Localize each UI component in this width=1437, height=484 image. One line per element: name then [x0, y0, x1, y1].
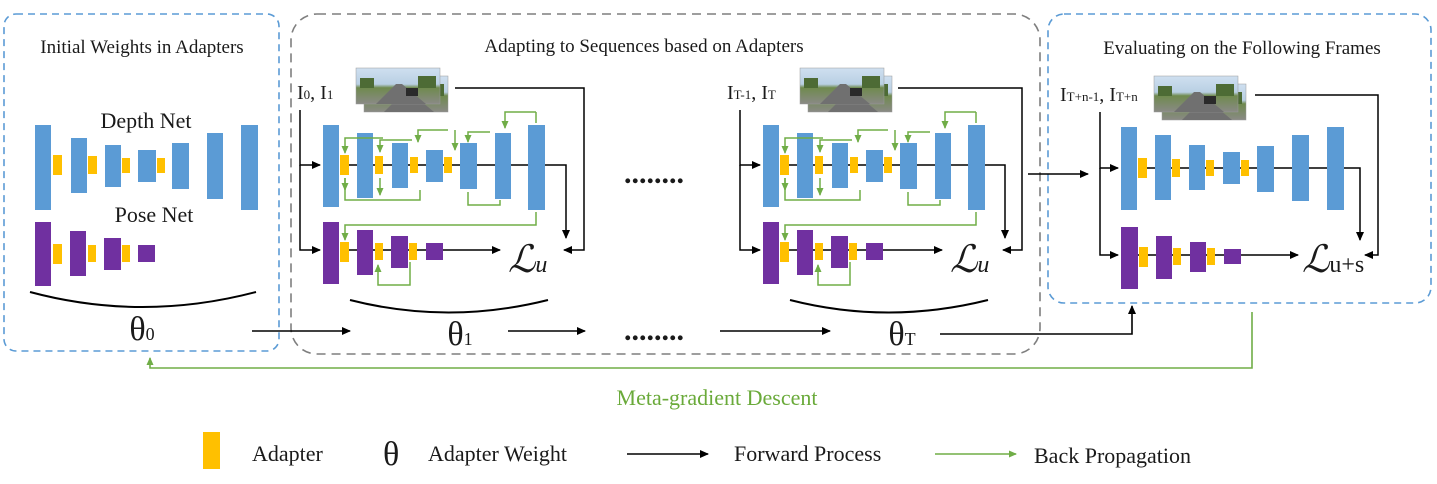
legend-backprop: Back Propagation: [1034, 443, 1191, 468]
evaluating-title: Evaluating on the Following Frames: [1103, 38, 1381, 59]
dots-top: ........: [624, 157, 684, 190]
road-image-icon: [799, 67, 893, 113]
initial-depth-net: [35, 125, 258, 210]
initial-pose-net: [35, 222, 155, 286]
legend-theta-symbol: θ: [383, 436, 399, 473]
road-image-icon: [1153, 75, 1247, 121]
step1-loss: ℒu: [508, 239, 547, 281]
eval-loss: ℒu+s: [1302, 239, 1364, 281]
initial-weights-box: [3, 13, 280, 352]
meta-gradient-arrow: [146, 312, 1253, 369]
eval-depth-net: [1121, 127, 1344, 210]
step1-depth-net: [323, 125, 545, 210]
step1-brace: [349, 299, 549, 314]
adapting-title: Adapting to Sequences based on Adapters: [484, 36, 803, 57]
step1-frames: I0, I1: [297, 82, 333, 104]
legend-adapter-weight: Adapter Weight: [428, 441, 567, 466]
adapting-box: [290, 13, 1041, 355]
meta-gradient-label: Meta-gradient Descent: [617, 385, 818, 410]
stepT-loss: ℒu: [950, 239, 989, 281]
eval-pose-net: [1121, 227, 1241, 289]
evaluating-box: [1047, 13, 1432, 304]
stepT-pose-net: [763, 222, 883, 284]
adapter-icon: [203, 432, 220, 469]
eval-frames: IT+n-1, IT+n: [1060, 84, 1138, 106]
legend-forward: Forward Process: [734, 441, 881, 466]
stepT-arrows-backprop: [781, 111, 977, 286]
pose-net-label: Pose Net: [115, 202, 194, 227]
stepT-brace: [789, 299, 989, 314]
theta-1: θ1: [447, 316, 472, 353]
theta-T: θT: [888, 316, 915, 353]
initial-brace: [29, 291, 257, 308]
depth-net-label: Depth Net: [100, 108, 191, 133]
step1-pose-net: [323, 222, 443, 284]
legend-adapter: Adapter: [252, 441, 324, 466]
stepT-frames: IT-1, IT: [727, 82, 776, 104]
initial-title: Initial Weights in Adapters: [40, 37, 243, 58]
theta-flow-arrows: [252, 170, 1136, 335]
legend: Adapter θ Adapter Weight Forward Process…: [203, 432, 1191, 473]
stepT-depth-net: [763, 125, 985, 210]
road-image-icon: [355, 67, 449, 113]
dots-bottom: ........: [624, 314, 684, 347]
theta-0: θ0: [129, 311, 154, 348]
step1-arrows-backprop: [341, 111, 537, 286]
